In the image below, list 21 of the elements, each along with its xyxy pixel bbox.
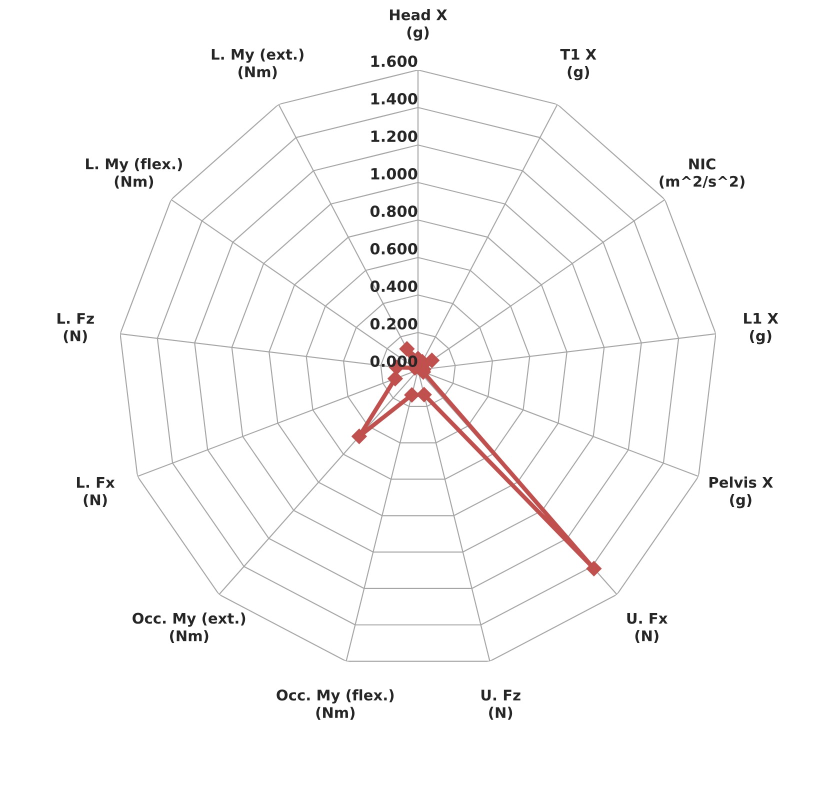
y-tick-label: 1.200 <box>371 130 418 142</box>
spoke-label: L. My (ext.) (Nm) <box>212 48 304 80</box>
y-tick-label: 0.800 <box>370 205 418 218</box>
spoke-label: L. My (flex.) (Nm) <box>86 158 182 189</box>
y-tick-label: 1.400 <box>371 92 418 105</box>
y-tick-label: 0.400 <box>370 280 418 292</box>
spoke-label: L1 X (g) <box>744 313 778 344</box>
spoke-label: U. Fz (N) <box>481 690 520 720</box>
y-tick-label: 1.000 <box>371 168 418 180</box>
spoke-label: L. Fx (N) <box>76 477 115 508</box>
spoke-label: NIC (m^2/s^2) <box>660 158 744 189</box>
spoke-label: Head X (g) <box>390 9 448 41</box>
spoke-label: L. Fz (N) <box>58 313 94 344</box>
y-tick-label: 1.600 <box>371 55 418 68</box>
y-tick-label: 0.600 <box>370 242 418 255</box>
spoke-label: Pelvis X (g) <box>710 476 773 508</box>
spoke-label: U. Fx (N) <box>627 613 668 644</box>
spoke-label: Occ. My (ext.) (Nm) <box>132 612 246 644</box>
spoke-label: Occ. My (flex.) (Nm) <box>276 689 394 720</box>
y-tick-label: 0.200 <box>370 318 418 330</box>
spoke-label: T1 X (g) <box>560 49 596 80</box>
